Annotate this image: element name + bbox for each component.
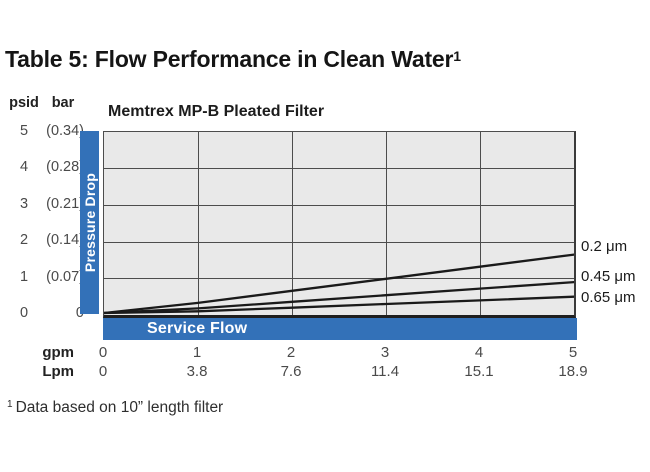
x-tick-gpm: 0: [98, 344, 108, 361]
x-axis-unit-lpm: Lpm: [42, 363, 74, 380]
h-gridline: [104, 205, 574, 206]
page-title: Table 5: Flow Performance in Clean Water…: [5, 46, 461, 73]
y-tick-bar: (0.21): [46, 196, 84, 212]
h-gridline: [104, 168, 574, 169]
flow-line-0.45μm: [104, 280, 574, 315]
title-footnote-ref: 1: [453, 48, 461, 64]
x-tick-lpm: 7.6: [280, 363, 302, 380]
y-tick-row: 5 (0.34): [6, 122, 84, 140]
flow-lines-svg: [104, 253, 574, 315]
flow-line-0.65μm: [104, 295, 574, 315]
y-tick-psid: 4: [19, 159, 29, 175]
x-tick-lpm: 3.8: [186, 363, 208, 380]
x-tick-lpm: 18.9: [558, 363, 588, 380]
chart-title: Memtrex MP-B Pleated Filter: [108, 103, 325, 120]
x-tick-gpm: 4: [474, 344, 484, 361]
service-flow-label: Service Flow: [147, 320, 248, 337]
v-gridline: [198, 132, 199, 315]
y-tick-row: 1 (0.07): [6, 268, 84, 286]
pressure-drop-axis-bar: Pressure Drop: [80, 131, 99, 314]
y-tick-bar: 0: [42, 304, 84, 322]
footnote-ref: 1: [7, 399, 13, 410]
v-gridline: [480, 132, 481, 315]
v-gridline: [292, 132, 293, 315]
y-tick-row: 4 (0.28): [6, 158, 84, 176]
footnote: 1 Data based on 10” length filter: [7, 399, 223, 417]
y-tick-bar: (0.28): [46, 159, 84, 175]
footnote-text: Data based on 10” length filter: [15, 399, 224, 416]
x-tick-gpm: 1: [192, 344, 202, 361]
y-tick-bar: (0.34): [46, 123, 84, 139]
line-label-0-45um: 0.45 μm: [581, 268, 636, 285]
x-tick-gpm: 3: [380, 344, 390, 361]
h-gridline: [104, 278, 574, 279]
flow-line-0.2μm: [104, 253, 574, 315]
y-tick-psid: 1: [19, 269, 29, 285]
y-tick-psid: 3: [19, 196, 29, 212]
y-axis-unit-header: psid bar: [6, 95, 84, 111]
y-tick-bar: (0.07): [46, 269, 84, 285]
x-axis-unit-gpm: gpm: [42, 344, 74, 361]
x-tick-lpm: 0: [98, 363, 108, 380]
y-axis-unit-bar: bar: [51, 95, 75, 111]
plot-area: [103, 131, 576, 318]
h-gridline: [104, 242, 574, 243]
y-axis-unit-psid: psid: [9, 95, 39, 111]
y-tick-psid: 5: [19, 123, 29, 139]
y-tick-row: 3 (0.21): [6, 195, 84, 213]
x-tick-gpm: 2: [286, 344, 296, 361]
page-title-text: Table 5: Flow Performance in Clean Water: [5, 46, 454, 72]
line-label-0-65um: 0.65 μm: [581, 289, 636, 306]
y-tick-psid: 2: [19, 232, 29, 248]
y-tick-row: 0 0: [6, 304, 84, 322]
v-gridline: [386, 132, 387, 315]
x-tick-gpm: 5: [568, 344, 578, 361]
x-tick-lpm: 11.4: [370, 363, 400, 380]
line-label-0-2um: 0.2 μm: [581, 238, 628, 255]
y-tick-row: 2 (0.14): [6, 231, 84, 249]
service-flow-axis-bar: Service Flow: [103, 318, 577, 340]
y-tick-bar: (0.14): [46, 232, 84, 248]
x-tick-lpm: 15.1: [464, 363, 494, 380]
y-tick-psid: 0: [19, 305, 29, 321]
pressure-drop-label: Pressure Drop: [81, 172, 98, 273]
